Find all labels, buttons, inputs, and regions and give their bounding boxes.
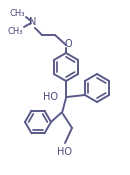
Text: N: N (29, 17, 37, 27)
Text: CH₃: CH₃ (9, 9, 25, 18)
Text: HO: HO (57, 147, 73, 157)
Text: CH₃: CH₃ (7, 26, 23, 36)
Text: O: O (64, 39, 72, 49)
Text: HO: HO (43, 92, 57, 102)
